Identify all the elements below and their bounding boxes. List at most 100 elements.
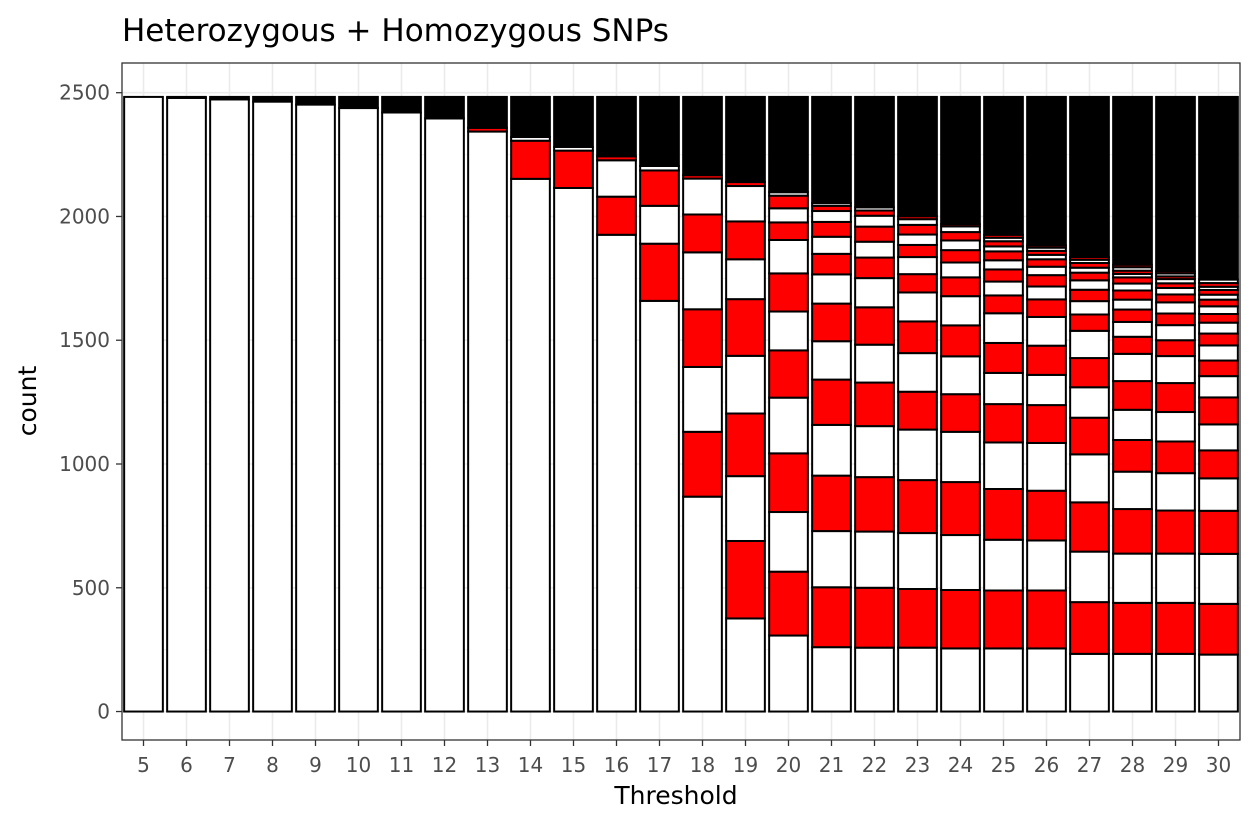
bar-segment	[1155, 411, 1196, 443]
bar-segment	[854, 476, 895, 533]
bar-segment	[983, 403, 1024, 444]
bar-segment	[768, 570, 809, 637]
x-tick-label: 22	[862, 753, 887, 777]
bar-stack-14	[510, 95, 551, 713]
bar-segment	[1026, 441, 1067, 492]
bar-segment	[897, 223, 938, 236]
bar-segment	[510, 95, 551, 139]
bar-segment	[1112, 601, 1153, 655]
bar-segment	[510, 139, 551, 180]
bar-segment	[1155, 301, 1196, 315]
bar-stack-8	[252, 95, 293, 713]
bar-segment	[1026, 373, 1067, 407]
bar-segment	[897, 256, 938, 276]
bar-segment	[854, 277, 895, 309]
bar-segment	[725, 258, 766, 301]
x-tick-label: 29	[1163, 753, 1188, 777]
bar-segment	[940, 95, 981, 226]
bar-segment	[983, 441, 1024, 491]
bar-stack-17	[639, 95, 680, 713]
bar-segment	[768, 349, 809, 399]
bar-segment	[854, 343, 895, 384]
bar-segment	[854, 240, 895, 259]
bar-segment	[123, 95, 164, 713]
bar-segment	[983, 589, 1024, 650]
bar-segment	[854, 306, 895, 346]
chart-title: Heterozygous + Homozygous SNPs	[122, 13, 669, 49]
bar-segment	[940, 261, 981, 279]
bar-stack-5	[123, 95, 164, 713]
bar-segment	[854, 95, 895, 209]
bar-segment	[854, 425, 895, 479]
bar-segment	[1026, 647, 1067, 713]
bar-segment	[1112, 282, 1153, 292]
bar-segment	[811, 95, 852, 205]
bar-stack-10	[338, 95, 379, 713]
bar-segment	[768, 310, 809, 352]
bar-segment	[1069, 288, 1110, 303]
bar-segment	[1112, 438, 1153, 473]
bar-segment	[897, 273, 938, 294]
bar-segment	[1155, 440, 1196, 475]
bar-segment	[1069, 329, 1110, 360]
bar-segment	[1198, 359, 1239, 378]
x-tick-label: 7	[223, 753, 236, 777]
bar-segment	[1155, 472, 1196, 512]
bar-segment	[897, 428, 938, 482]
bar-segment	[166, 95, 207, 99]
bar-segment	[252, 95, 293, 103]
bar-segment	[1112, 298, 1153, 311]
bar-segment	[1198, 653, 1239, 713]
bar-segment	[811, 474, 852, 533]
bar-segment	[467, 130, 508, 713]
bar-segment	[166, 96, 207, 713]
bar-segment	[1069, 271, 1110, 282]
bar-segment	[897, 646, 938, 713]
bar-segment	[983, 294, 1024, 315]
bar-segment	[1155, 339, 1196, 358]
bar-stack-15	[553, 95, 594, 713]
bar-segment	[295, 103, 336, 713]
bar-stack-13	[467, 95, 508, 713]
bar-segment	[1026, 258, 1067, 268]
bar-segment	[510, 177, 551, 713]
bar-segment	[940, 295, 981, 327]
bar-segment	[940, 239, 981, 252]
bar-stack-30	[1198, 95, 1239, 713]
bar-segment	[768, 194, 809, 210]
bar-segment	[897, 479, 938, 535]
x-tick-label: 5	[137, 753, 150, 777]
bar-segment	[1026, 265, 1067, 277]
bar-segment	[811, 252, 852, 276]
bar-segment	[983, 280, 1024, 297]
bar-segment	[338, 107, 379, 713]
bar-segment	[811, 273, 852, 305]
bar-segment	[983, 259, 1024, 271]
bar-segment	[596, 95, 637, 158]
bar-segment	[854, 225, 895, 243]
bar-segment	[1069, 550, 1110, 604]
bar-segment	[983, 488, 1024, 541]
bar-segment	[725, 298, 766, 357]
bar-segment	[768, 207, 809, 224]
bar-segment	[725, 539, 766, 620]
bar-segment	[682, 430, 723, 498]
bar-stack-23	[897, 95, 938, 713]
y-tick-label: 2500	[59, 81, 110, 105]
bar-segment	[897, 532, 938, 591]
bar-segment	[1069, 453, 1110, 504]
bar-segment	[1112, 652, 1153, 713]
bar-segment	[983, 250, 1024, 262]
y-axis-title: count	[13, 366, 42, 437]
bar-segment	[596, 159, 637, 198]
bar-segment	[553, 149, 594, 190]
bar-stack-24	[940, 95, 981, 713]
bar-stack-16	[596, 95, 637, 713]
bar-segment	[1026, 298, 1067, 318]
bar-segment	[467, 95, 508, 129]
bar-stack-11	[381, 95, 422, 713]
bar-stack-21	[811, 95, 852, 713]
y-axis-ticks: 0 500 1000 1500 2000 2500	[59, 81, 122, 724]
bar-segment	[854, 586, 895, 649]
bar-segment	[682, 251, 723, 311]
